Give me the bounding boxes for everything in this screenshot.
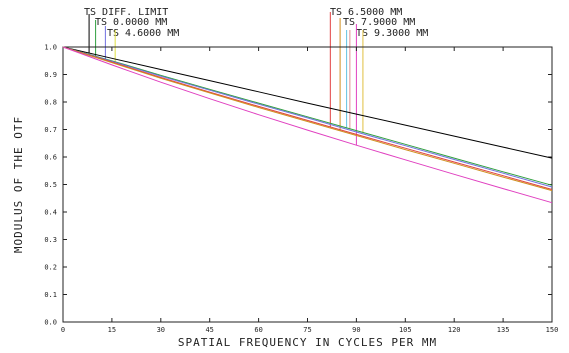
y-tick-label: 0.7 — [44, 126, 57, 134]
legend-entry-5: TS 9.3000 MM — [356, 28, 428, 39]
x-tick-label: 105 — [399, 326, 412, 334]
series-line-1 — [62, 46, 553, 186]
series-line-0 — [62, 46, 553, 159]
series-line-3 — [62, 46, 553, 190]
y-tick-label: 0.9 — [44, 71, 57, 79]
x-tick-label: 150 — [546, 326, 559, 334]
x-axis-ticks: 0 15 30 45 60 75 90 105 120 135 150 — [61, 47, 558, 334]
series-lines — [62, 46, 553, 204]
x-tick-label: 135 — [497, 326, 510, 334]
y-tick-label: 0.0 — [44, 319, 57, 327]
legend-entry-3: TS 6.5000 MM — [330, 7, 402, 18]
y-tick-label: 0.4 — [44, 209, 57, 217]
x-tick-label: 60 — [254, 326, 262, 334]
y-tick-label: 0.5 — [44, 181, 57, 189]
series-line-5 — [62, 46, 553, 204]
y-tick-label: 1.0 — [44, 44, 57, 52]
x-axis-title: SPATIAL FREQUENCY IN CYCLES PER MM — [178, 336, 437, 349]
legend-entry-2: TS 4.6000 MM — [107, 28, 179, 39]
y-tick-label: 0.2 — [44, 264, 57, 272]
x-tick-label: 120 — [448, 326, 461, 334]
x-tick-label: 75 — [303, 326, 311, 334]
series-line-4 — [62, 46, 553, 192]
x-tick-label: 30 — [157, 326, 165, 334]
x-tick-label: 45 — [205, 326, 213, 334]
legend-entry-4: TS 7.9000 MM — [343, 17, 415, 28]
x-tick-label: 0 — [61, 326, 65, 334]
plot-frame — [62, 46, 553, 323]
x-tick-label: 90 — [352, 326, 360, 334]
x-tick-label: 15 — [108, 326, 116, 334]
series-line-2 — [62, 46, 553, 188]
y-axis-title: MODULUS OF THE OTF — [12, 116, 25, 253]
y-tick-label: 0.3 — [44, 236, 57, 244]
y-tick-label: 0.8 — [44, 99, 57, 107]
legend-entry-0: TS DIFF. LIMIT — [84, 7, 168, 18]
y-axis-ticks: 0.0 0.1 0.2 0.3 0.4 0.5 0.6 0.7 0.8 0.9 1.0 — [44, 44, 552, 327]
y-tick-label: 0.6 — [44, 154, 57, 162]
y-tick-label: 0.1 — [44, 291, 57, 299]
legend-entry-1: TS 0.0000 MM — [95, 17, 167, 28]
